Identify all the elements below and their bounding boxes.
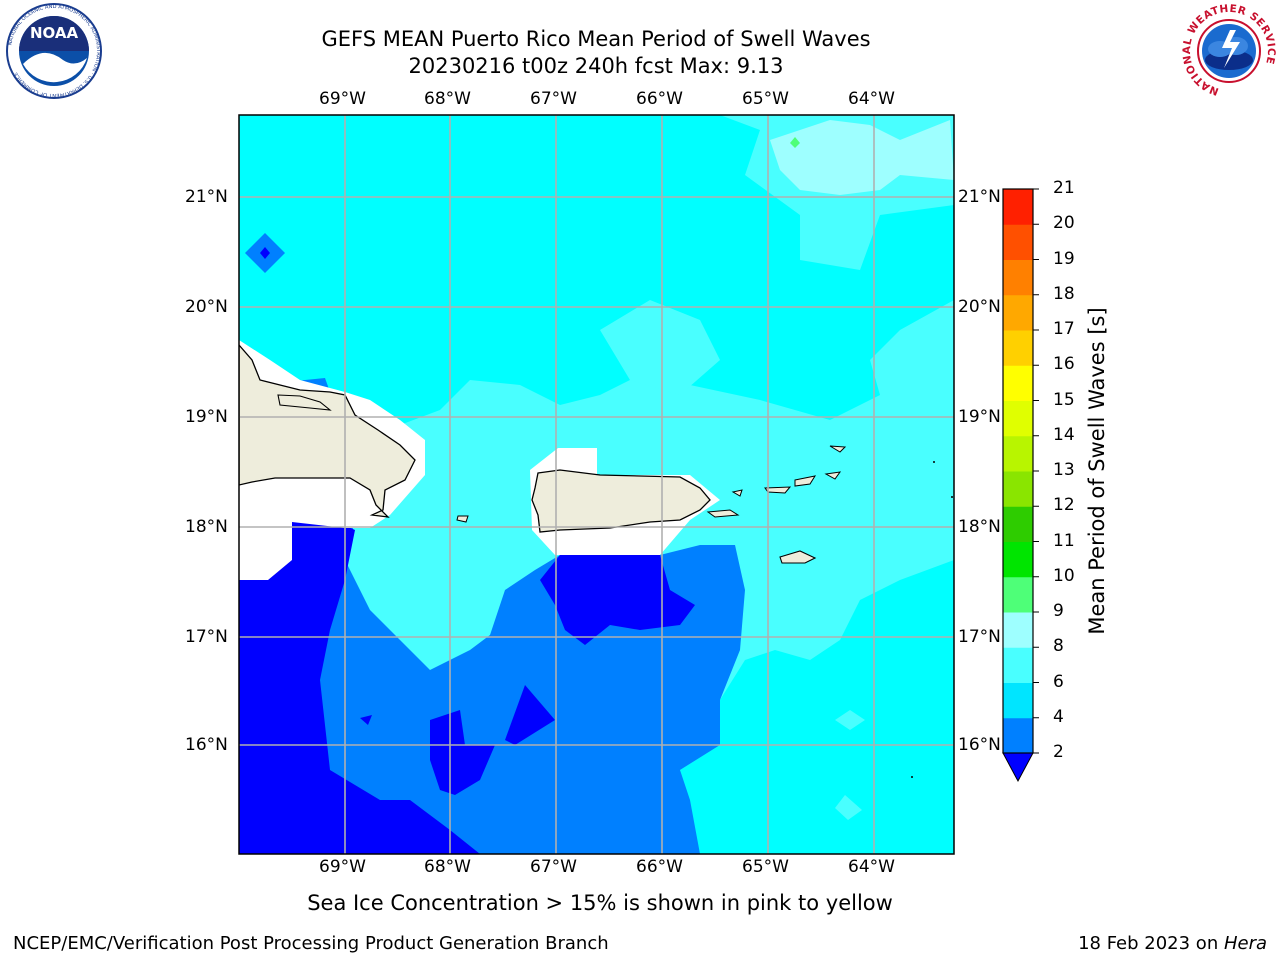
colorbar-cell — [1003, 541, 1033, 578]
lat-label-right-17n: 17°N — [958, 627, 1001, 647]
noaa-logo: NOAA NATIONAL OCEANIC AND ATMOSPHERIC AD… — [6, 3, 102, 99]
lat-label-left-17n: 17°N — [185, 627, 228, 647]
lat-label-right-18n: 18°N — [958, 517, 1001, 537]
colorbar-cell — [1003, 717, 1033, 754]
lon-label-bottom-67w: 67°W — [530, 857, 577, 877]
colorbar-tick-label: 15 — [1053, 389, 1075, 410]
lat-label-right-21n: 21°N — [958, 187, 1001, 207]
footer-date-text: 18 Feb 2023 on — [1078, 933, 1224, 954]
lon-label-top-67w: 67°W — [530, 89, 577, 109]
lon-label-top-64w: 64°W — [848, 89, 895, 109]
lon-label-bottom-65w: 65°W — [742, 857, 789, 877]
lon-label-top-69w: 69°W — [319, 89, 366, 109]
plot-title-line2: 20230216 t00z 240h fcst Max: 9.13 — [408, 54, 784, 78]
swell-field-under-2s-pr — [540, 555, 695, 645]
lat-label-left-20n: 20°N — [185, 297, 228, 317]
colorbar-tick-label: 9 — [1053, 601, 1064, 621]
lat-label-right-16n: 16°N — [958, 735, 1001, 755]
map-frame — [238, 114, 955, 855]
lat-label-left-18n: 18°N — [185, 517, 228, 537]
colorbar-tick-label: 14 — [1053, 424, 1075, 445]
colorbar-cell — [1003, 506, 1033, 542]
footer-machine: Hera — [1223, 933, 1267, 954]
footer-date: 18 Feb 2023 on Hera — [1078, 933, 1267, 954]
lon-label-top-66w: 66°W — [636, 89, 683, 109]
lon-label-bottom-64w: 64°W — [848, 857, 895, 877]
sea-ice-note: Sea Ice Concentration > 15% is shown in … — [307, 891, 893, 915]
colorbar-cell — [1003, 259, 1033, 296]
colorbar-tick-label: 6 — [1053, 671, 1064, 692]
colorbar-label: Mean Period of Swell Waves [s] — [1085, 307, 1109, 635]
colorbar-cell — [1003, 330, 1033, 366]
colorbar-cell — [1003, 365, 1033, 401]
colorbar-cell — [1003, 294, 1033, 331]
colorbar-tick-label: 11 — [1053, 530, 1075, 551]
colorbar-tick-label: 17 — [1053, 319, 1075, 339]
lon-label-top-65w: 65°W — [742, 89, 789, 109]
colorbar-cell — [1003, 576, 1033, 613]
colorbar-tick-label: 8 — [1053, 636, 1064, 657]
colorbar-cell — [1003, 612, 1033, 648]
nws-logo: NATIONAL WEATHER SERVICE — [1181, 3, 1277, 98]
lat-label-left-16n: 16°N — [185, 735, 228, 755]
noaa-logo-text: NOAA — [30, 24, 79, 42]
colorbar-tick-label: 13 — [1053, 460, 1075, 480]
footer-branch: NCEP/EMC/Verification Post Processing Pr… — [13, 933, 609, 954]
lon-label-bottom-68w: 68°W — [424, 857, 471, 877]
colorbar-tick-label: 2 — [1053, 742, 1064, 762]
colorbar-cell — [1003, 682, 1033, 719]
colorbar-tick-label: 21 — [1053, 178, 1075, 198]
colorbar — [1002, 188, 1039, 783]
colorbar-cell — [1003, 647, 1033, 683]
colorbar-tick-label: 16 — [1053, 354, 1075, 375]
colorbar-cell — [1003, 435, 1033, 472]
colorbar-tick-label: 18 — [1053, 283, 1075, 304]
colorbar-tick-label: 12 — [1053, 495, 1075, 516]
lon-label-top-68w: 68°W — [424, 89, 471, 109]
colorbar-tick-label: 20 — [1053, 213, 1075, 234]
lat-label-right-20n: 20°N — [958, 297, 1001, 317]
colorbar-cell — [1003, 400, 1033, 437]
swell-field-8-9s-patch — [770, 120, 954, 195]
swell-field-4-6s-north — [239, 115, 954, 425]
colorbar-cell — [1003, 189, 1033, 225]
hispaniola-land — [239, 344, 416, 518]
puerto-rico-land — [531, 469, 711, 533]
plot-title-line1: GEFS MEAN Puerto Rico Mean Period of Swe… — [321, 27, 871, 51]
st-croix-land — [779, 550, 817, 564]
swell-field-4-6s-south — [680, 560, 954, 854]
lon-label-bottom-66w: 66°W — [636, 857, 683, 877]
colorbar-tick-label: 4 — [1053, 706, 1064, 727]
lon-label-bottom-69w: 69°W — [319, 857, 366, 877]
colorbar-cell — [1003, 471, 1033, 507]
colorbar-cell — [1003, 224, 1033, 260]
lat-label-left-19n: 19°N — [185, 407, 228, 427]
swell-field-under-2s-sw — [239, 500, 480, 854]
lat-label-right-19n: 19°N — [958, 407, 1001, 427]
graticule — [239, 115, 954, 854]
colorbar-tick-label: 19 — [1053, 248, 1075, 269]
colorbar-tick-label: 10 — [1053, 565, 1075, 586]
lat-label-left-21n: 21°N — [185, 187, 228, 207]
colorbar-under-triangle — [1002, 752, 1034, 783]
